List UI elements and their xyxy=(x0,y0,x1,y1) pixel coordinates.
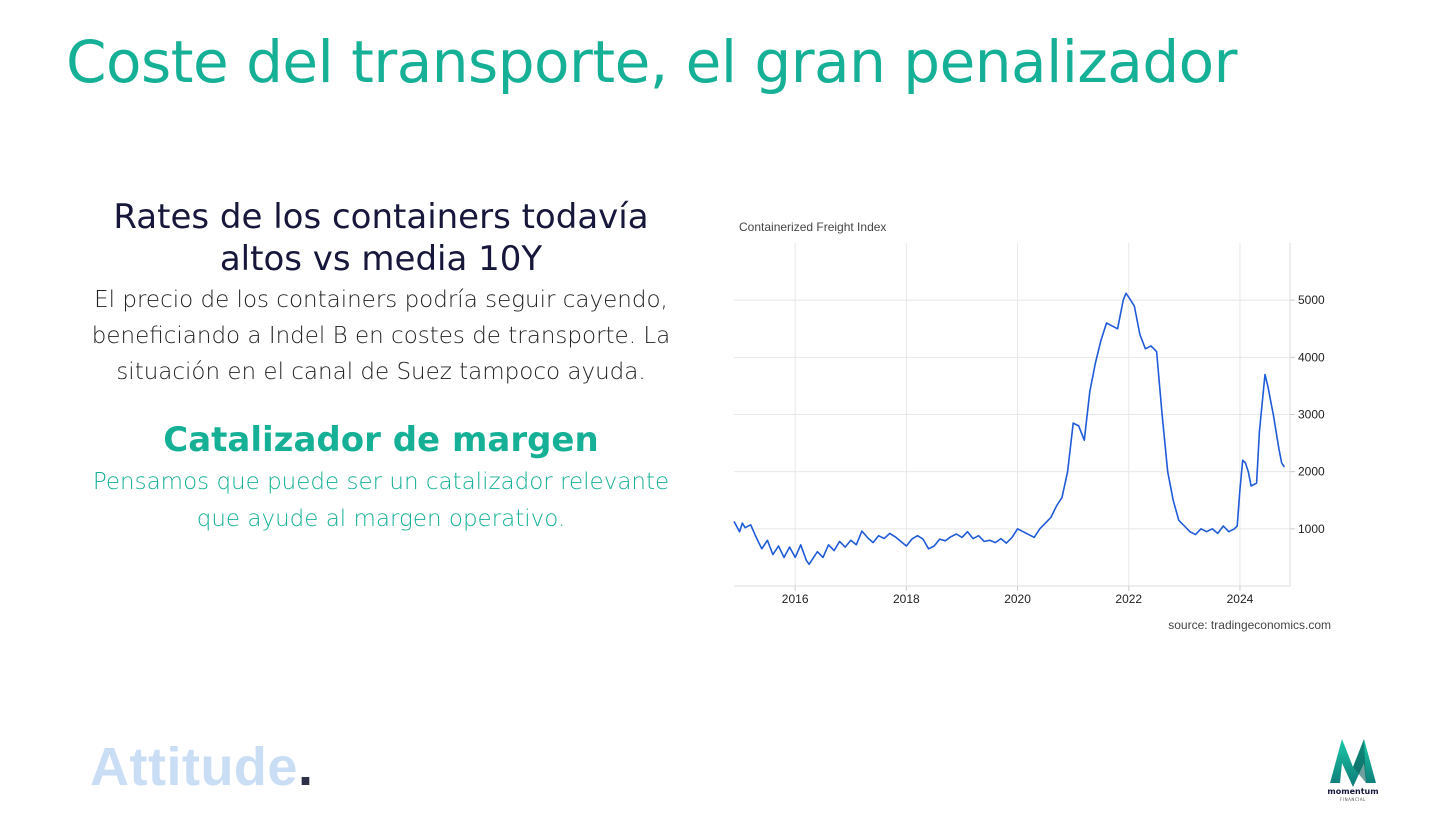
x-tick-labels: 2016 2018 2020 2022 2024 xyxy=(782,592,1254,606)
y-tick-label: 1000 xyxy=(1298,522,1325,536)
subheading: Catalizador de margen xyxy=(163,420,599,460)
y-tick-label: 3000 xyxy=(1298,408,1325,422)
brand-wordmark: Attitude. xyxy=(90,736,313,798)
x-tick-label: 2016 xyxy=(782,592,809,606)
y-tick-label: 4000 xyxy=(1298,350,1325,364)
logo-subtitle: FINANCIAL xyxy=(1340,797,1366,802)
momentum-logo-icon xyxy=(1330,739,1376,787)
logo-name: momentum xyxy=(1327,787,1379,796)
text-column: Rates de los containers todavía altos vs… xyxy=(70,196,692,538)
slide-title: Coste del transporte, el gran penalizado… xyxy=(66,28,1237,96)
freight-index-line xyxy=(733,292,1286,566)
brand-dot: . xyxy=(297,737,314,797)
headline: Rates de los containers todavía altos vs… xyxy=(113,197,649,279)
y-tick-label: 2000 xyxy=(1298,465,1325,479)
x-tick-label: 2018 xyxy=(893,592,920,606)
y-tick-label: 5000 xyxy=(1298,293,1325,307)
x-tick-label: 2024 xyxy=(1227,592,1254,606)
chart-source: source: tradingeconomics.com xyxy=(1168,618,1331,632)
x-tick-label: 2020 xyxy=(1004,592,1031,606)
chart-title: Containerized Freight Index xyxy=(739,220,886,234)
subheading-paragraph: Pensamos que puede ser un catalizador re… xyxy=(92,469,670,532)
x-tick-label: 2022 xyxy=(1115,592,1142,606)
brand-text: Attitude xyxy=(90,737,298,797)
body-paragraph: El precio de los containers podría segui… xyxy=(91,287,671,385)
freight-chart: Containerized Freight Index 1000 2000 3000… xyxy=(720,210,1350,640)
y-tick-labels: 1000 2000 3000 4000 5000 xyxy=(1298,293,1325,536)
chart-grid xyxy=(734,243,1295,591)
chart-svg: Containerized Freight Index 1000 2000 3000… xyxy=(733,220,1331,632)
